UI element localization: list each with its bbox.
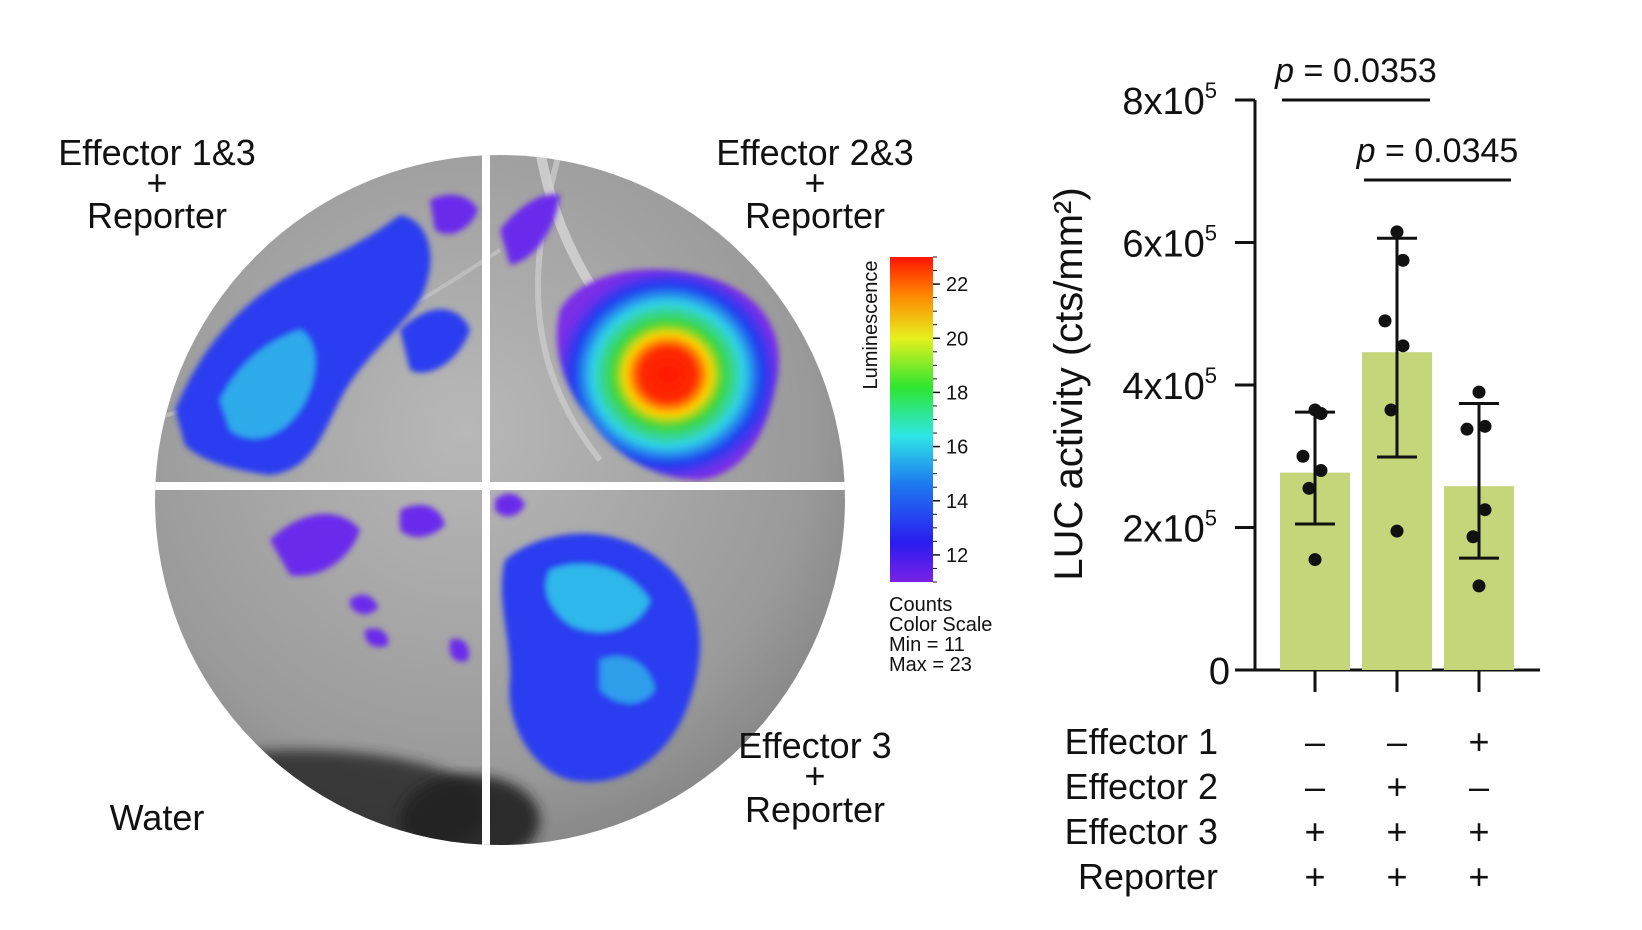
chart-plot-area: 0 2x105 4x105 6x105 8x105 p = 0.0353 p = 0.034… xyxy=(1065,52,1540,897)
leaf-disc xyxy=(155,155,845,845)
signal-q4 xyxy=(495,493,700,782)
q2-line3: Reporter xyxy=(745,195,885,236)
y-tick-label: 8x105 xyxy=(1122,78,1217,123)
luminescence-color-bar: Luminescence 12 14 16 18 20 22 Counts Color S… xyxy=(860,256,992,676)
data-point xyxy=(1472,579,1486,593)
q2-line1: Effector 2&3 xyxy=(716,132,913,173)
color-scale-caption-4: Max = 23 xyxy=(889,654,972,676)
data-point xyxy=(1396,253,1410,267)
data-point xyxy=(1478,419,1492,433)
condition-cell: + xyxy=(1386,811,1407,852)
data-point xyxy=(1460,422,1474,436)
color-scale-caption-2: Color Scale xyxy=(889,614,992,636)
quadrant-label-q3: Water xyxy=(110,797,205,838)
q1-line1: Effector 1&3 xyxy=(58,132,255,173)
condition-cell: – xyxy=(1305,721,1325,762)
q4-line3: Reporter xyxy=(745,789,885,830)
condition-cell: + xyxy=(1304,856,1325,897)
color-bar-tick-label: 12 xyxy=(946,545,968,567)
color-bar-ticks: 12 14 16 18 20 22 xyxy=(933,256,968,583)
significance-label: p = 0.0345 xyxy=(1356,132,1519,170)
data-point xyxy=(1302,481,1316,495)
data-point xyxy=(1466,530,1480,544)
y-axis-label: LUC activity (cts/mm²) xyxy=(1047,187,1091,580)
q2-line2: + xyxy=(804,162,825,203)
y-tick-label: 2x105 xyxy=(1122,506,1217,551)
condition-cell: – xyxy=(1305,766,1325,807)
condition-cell: – xyxy=(1387,721,1407,762)
quadrant-label-q4: Effector 3 + Reporter xyxy=(738,725,891,830)
horizontal-divider xyxy=(155,482,845,490)
color-bar-tick-label: 14 xyxy=(946,491,968,513)
condition-row-label: Effector 2 xyxy=(1065,766,1218,807)
signal-q1 xyxy=(175,194,478,475)
data-point xyxy=(1390,225,1404,239)
q4-line2: + xyxy=(804,755,825,796)
color-bar-tick-label: 22 xyxy=(946,274,968,296)
condition-row-label: Effector 3 xyxy=(1065,811,1218,852)
data-point xyxy=(1384,403,1398,417)
vertical-divider xyxy=(482,155,490,845)
data-point xyxy=(1390,524,1404,538)
data-point xyxy=(1396,339,1410,353)
condition-cell: + xyxy=(1386,766,1407,807)
color-scale-caption-1: Counts xyxy=(889,594,952,616)
color-bar-title: Luminescence xyxy=(860,261,882,390)
data-point xyxy=(1478,503,1492,517)
data-point xyxy=(1314,464,1328,477)
significance-label: p = 0.0353 xyxy=(1274,52,1437,90)
data-point xyxy=(1472,385,1486,399)
q4-line1: Effector 3 xyxy=(738,725,891,766)
quadrant-label-q1: Effector 1&3 + Reporter xyxy=(58,132,255,236)
color-scale-caption-3: Min = 11 xyxy=(889,634,965,656)
y-tick-label: 0 xyxy=(1209,651,1230,693)
color-bar-tick-label: 16 xyxy=(946,437,968,459)
condition-row-label: Reporter xyxy=(1078,856,1218,897)
signal-q2 xyxy=(500,194,779,480)
condition-cell: – xyxy=(1469,766,1489,807)
q1-line3: Reporter xyxy=(87,195,227,236)
data-point xyxy=(1378,314,1392,328)
color-bar-gradient xyxy=(890,257,933,582)
condition-cell: + xyxy=(1304,811,1325,852)
y-tick-label: 4x105 xyxy=(1122,363,1217,408)
color-bar-tick-label: 18 xyxy=(946,382,968,404)
quadrant-label-q2: Effector 2&3 + Reporter xyxy=(716,132,913,236)
data-point xyxy=(1296,449,1310,463)
y-tick-label: 6x105 xyxy=(1122,221,1217,266)
color-bar-tick-label: 20 xyxy=(946,328,968,350)
signal-q3 xyxy=(270,505,469,662)
condition-cell: + xyxy=(1386,856,1407,897)
condition-cell: + xyxy=(1468,856,1489,897)
condition-cell: + xyxy=(1468,721,1489,762)
condition-row-label: Effector 1 xyxy=(1065,721,1218,762)
data-point xyxy=(1314,407,1328,420)
data-point xyxy=(1308,553,1322,567)
condition-cell: + xyxy=(1468,811,1489,852)
q3-line1: Water xyxy=(110,797,205,838)
q1-line2: + xyxy=(146,162,167,203)
